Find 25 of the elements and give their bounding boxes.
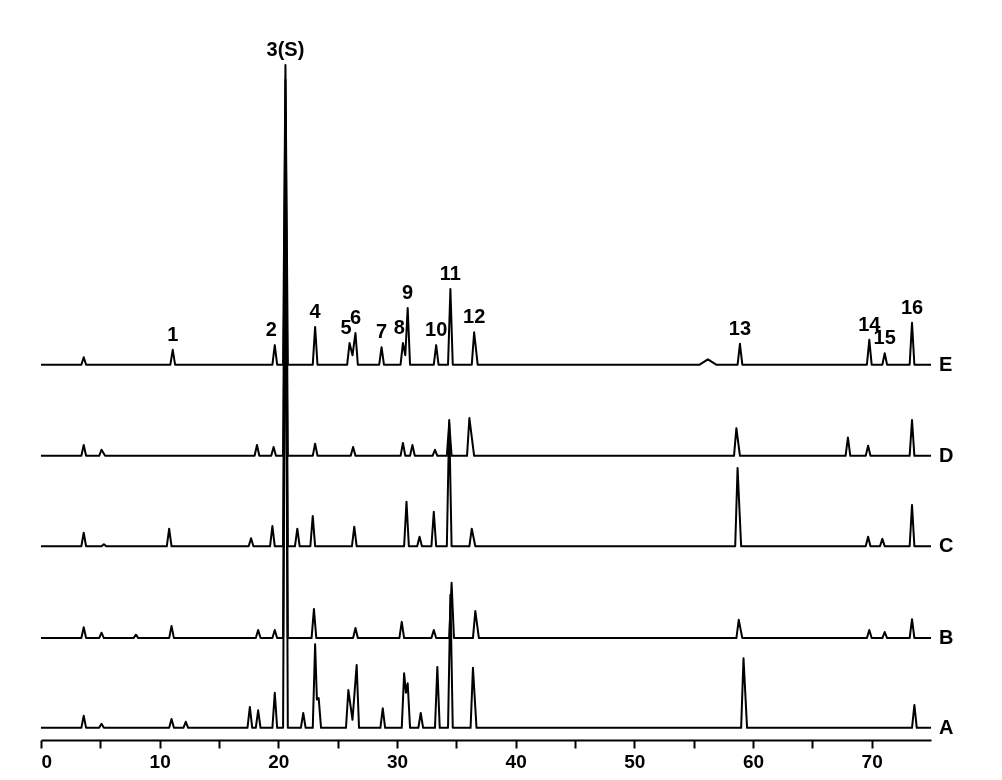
annotation: 7 [376,320,388,343]
series-label: A [939,715,954,738]
series-label: B [939,626,954,649]
annotation: 13 [728,316,752,339]
annotation: 9 [402,281,414,303]
x-tick-label: 20 [268,750,290,772]
annotation: 2 [265,318,277,341]
x-tick-label: 10 [149,750,171,772]
annotation: 16 [900,295,924,318]
x-tick-label: 0 [41,750,53,772]
x-tick-label: 60 [742,750,765,772]
annotation: 10 [425,318,448,341]
annotation: 12 [463,305,486,328]
x-tick-label: 50 [624,750,646,772]
series-label: D [939,443,954,466]
annotation: 11 [439,262,461,285]
annotation: 4 [309,299,322,322]
annotation: 3(S) [266,38,305,60]
series-label: E [939,352,953,375]
x-tick-label: 40 [505,750,527,772]
series-label: C [939,534,954,557]
annotation: 1 [167,322,179,345]
x-tick-label: 30 [386,750,409,772]
annotation: 8 [393,316,405,339]
x-tick-label: 70 [861,750,883,772]
